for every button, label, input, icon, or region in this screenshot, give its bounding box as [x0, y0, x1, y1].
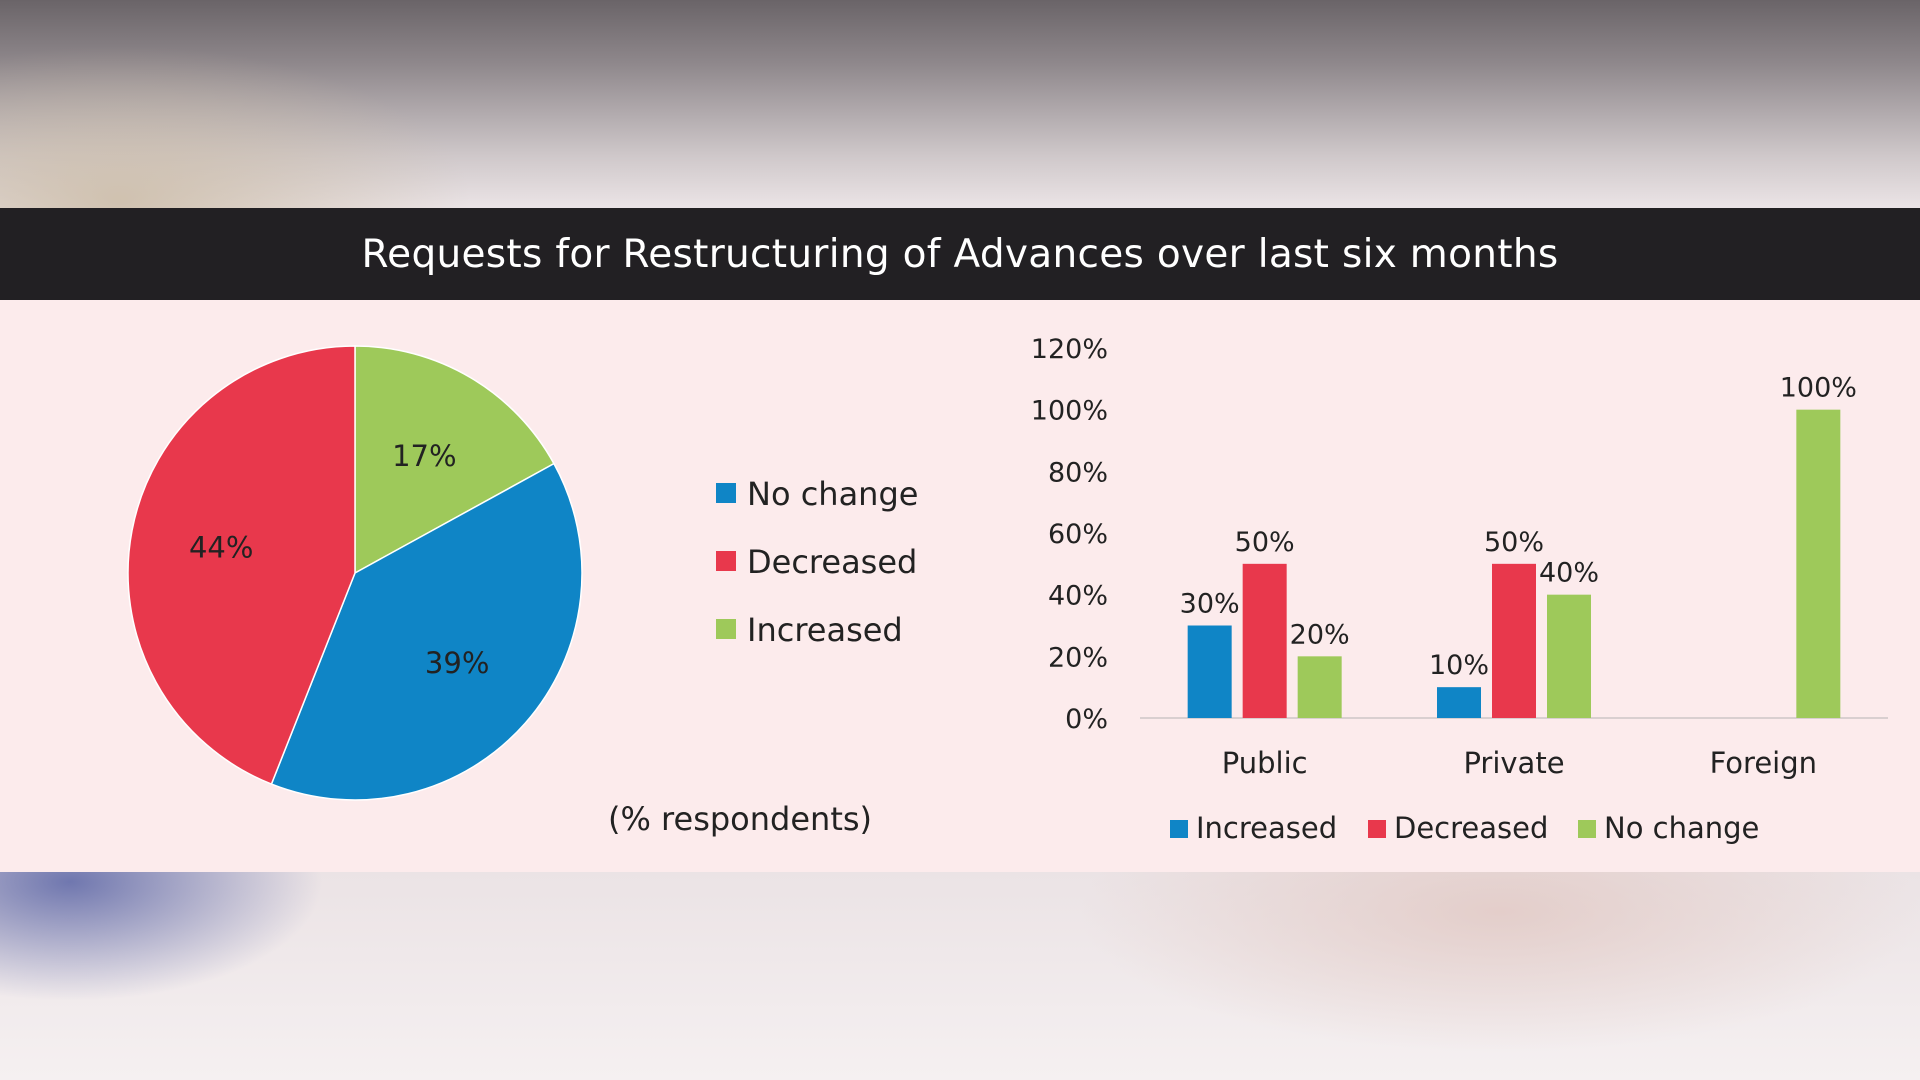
legend-label: No change	[747, 475, 918, 513]
bar-data-label: 20%	[1290, 619, 1350, 650]
bar-data-label: 100%	[1780, 373, 1857, 404]
y-tick-label: 0%	[1065, 704, 1108, 735]
legend-swatch-increased	[1170, 820, 1188, 838]
bar-data-label: 10%	[1429, 650, 1489, 681]
pie-data-label: 44%	[189, 530, 253, 564]
y-tick-label: 20%	[1048, 642, 1108, 673]
x-tick-label: Private	[1463, 746, 1564, 780]
pie-slice-no-change	[270, 462, 583, 801]
pie-note: (% respondents)	[608, 800, 872, 838]
bar-private-increased	[1437, 687, 1481, 718]
pie-slice-decreased	[127, 345, 356, 786]
y-tick-label: 100%	[1031, 396, 1108, 427]
legend-swatch-decreased	[716, 551, 736, 571]
pie-data-label: 17%	[392, 439, 456, 473]
y-tick-label: 60%	[1048, 519, 1108, 550]
legend-swatch-increased	[716, 619, 736, 639]
chart-panel: 17% 39% 44% No change Decreased Increased (% r…	[0, 300, 1920, 872]
legend-swatch-decreased	[1368, 820, 1386, 838]
x-tick-label: Public	[1222, 746, 1308, 780]
chart-title: Requests for Restructuring of Advances o…	[361, 231, 1559, 277]
legend-swatch-no-change	[1578, 820, 1596, 838]
x-tick-label: Foreign	[1710, 746, 1817, 780]
legend-label: Increased	[1196, 811, 1337, 845]
bar-private-no-change	[1547, 594, 1591, 718]
background-top	[0, 0, 1920, 208]
bar-data-label: 30%	[1180, 589, 1240, 620]
bar-public-no-change	[1297, 656, 1342, 718]
y-tick-label: 40%	[1048, 581, 1108, 612]
bar-data-label: 50%	[1484, 527, 1544, 558]
bar-data-label: 40%	[1539, 558, 1599, 589]
title-bar: Requests for Restructuring of Advances o…	[0, 208, 1920, 300]
bar-foreign-no-change	[1796, 409, 1841, 718]
bar-chart: 0% 20% 40% 60% 80% 100% 120% Public 30% 50% 20% Pri…	[1031, 334, 1888, 845]
bar-data-label: 50%	[1235, 527, 1295, 558]
background-bottom	[0, 872, 1920, 1080]
pie-slice-increased	[354, 345, 555, 575]
legend-label: No change	[1604, 811, 1759, 845]
bar-public-decreased	[1242, 563, 1287, 718]
legend-label: Decreased	[1394, 811, 1548, 845]
bar-public-increased	[1187, 625, 1232, 718]
bar-private-decreased	[1492, 563, 1536, 718]
pie-chart: 17% 39% 44% No change Decreased Increased (% r…	[127, 345, 918, 838]
legend-label: Decreased	[747, 543, 917, 581]
y-tick-label: 120%	[1031, 334, 1108, 365]
y-tick-label: 80%	[1048, 457, 1108, 488]
legend-swatch-no-change	[716, 483, 736, 503]
pie-data-label: 39%	[425, 646, 489, 680]
legend-label: Increased	[747, 611, 903, 649]
